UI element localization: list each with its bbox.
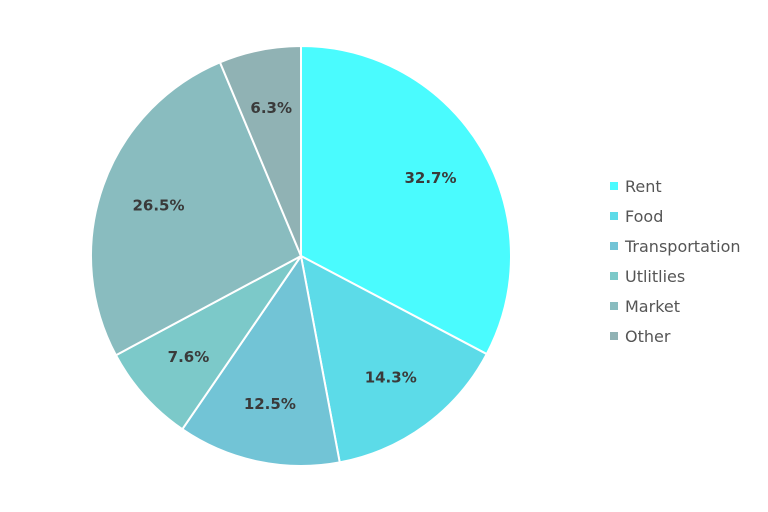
legend-swatch-icon [610, 302, 618, 310]
legend-item-transportation[interactable]: Transportation [610, 231, 741, 261]
legend-item-utilities[interactable]: Utlitlies [610, 261, 741, 291]
slice-label: 6.3% [250, 99, 292, 117]
pie-slice-transportation[interactable] [180, 253, 341, 467]
legend-swatch-icon [610, 212, 618, 220]
legend-label: Other [625, 326, 671, 346]
legend-label: Food [625, 206, 664, 226]
legend-swatch-icon [610, 242, 618, 250]
legend-swatch-icon [610, 182, 618, 190]
pie-labels: 32.7% 14.3% 12.5% 7.6% 26.5% 6.3% [132, 99, 456, 413]
legend-label: Utlitlies [625, 266, 686, 286]
pie-slice-utlitlies[interactable] [114, 255, 302, 431]
slice-label: 32.7% [404, 169, 456, 187]
legend-label: Transportation [625, 236, 741, 256]
pie-slice-food[interactable] [299, 254, 489, 464]
slice-label: 7.6% [168, 348, 210, 366]
legend-swatch-icon [610, 332, 618, 340]
legend-item-food[interactable]: Food [610, 201, 741, 231]
legend-label: Market [625, 296, 680, 316]
legend-item-rent[interactable]: Rent [610, 171, 741, 201]
legend-label: Rent [625, 176, 662, 196]
pie-slice-rent[interactable] [300, 44, 512, 356]
legend-swatch-icon [610, 272, 618, 280]
pie-slices [90, 44, 512, 467]
slice-label: 12.5% [244, 395, 296, 413]
slice-label: 26.5% [132, 196, 184, 214]
legend-item-other[interactable]: Other [610, 321, 741, 351]
legend-item-market[interactable]: Market [610, 291, 741, 321]
legend: Rent Food Transportation Utlitlies Marke… [610, 171, 741, 351]
slice-label: 14.3% [365, 369, 417, 387]
pie-slice-other[interactable] [218, 44, 302, 257]
pie-slice-market[interactable] [90, 60, 303, 357]
